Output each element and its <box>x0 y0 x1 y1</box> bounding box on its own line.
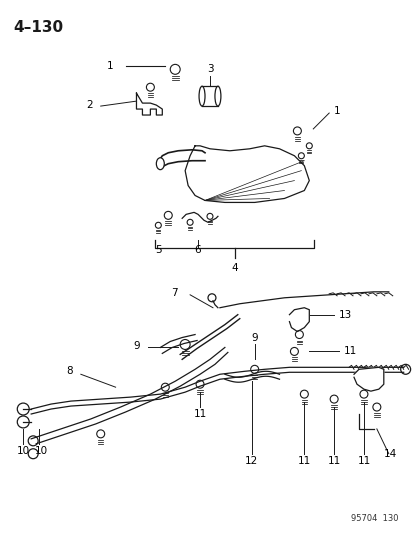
Text: 11: 11 <box>297 456 310 466</box>
Polygon shape <box>185 146 309 203</box>
Text: 95704  130: 95704 130 <box>350 514 398 523</box>
Text: 2: 2 <box>86 100 93 110</box>
Text: 10: 10 <box>17 446 30 456</box>
Text: 13: 13 <box>338 310 351 320</box>
Text: 11: 11 <box>343 346 356 357</box>
Ellipse shape <box>156 158 164 169</box>
Text: 7: 7 <box>171 288 178 298</box>
Text: 6: 6 <box>194 245 201 255</box>
Polygon shape <box>289 308 309 332</box>
Text: 11: 11 <box>327 456 340 466</box>
Text: 9: 9 <box>251 333 257 343</box>
Text: 1: 1 <box>107 61 113 71</box>
Text: 4–130: 4–130 <box>13 20 63 35</box>
Ellipse shape <box>199 86 204 106</box>
Text: 11: 11 <box>356 456 370 466</box>
Text: 10: 10 <box>34 446 47 456</box>
Text: 9: 9 <box>133 342 140 351</box>
Polygon shape <box>353 367 383 391</box>
Ellipse shape <box>214 86 221 106</box>
Text: 3: 3 <box>206 64 213 74</box>
Text: 11: 11 <box>193 409 206 419</box>
Text: 14: 14 <box>383 449 396 459</box>
Text: 1: 1 <box>333 106 340 116</box>
Text: 4: 4 <box>231 263 237 273</box>
Text: 8: 8 <box>66 366 73 376</box>
Text: 12: 12 <box>244 456 258 466</box>
Text: 5: 5 <box>154 245 161 255</box>
